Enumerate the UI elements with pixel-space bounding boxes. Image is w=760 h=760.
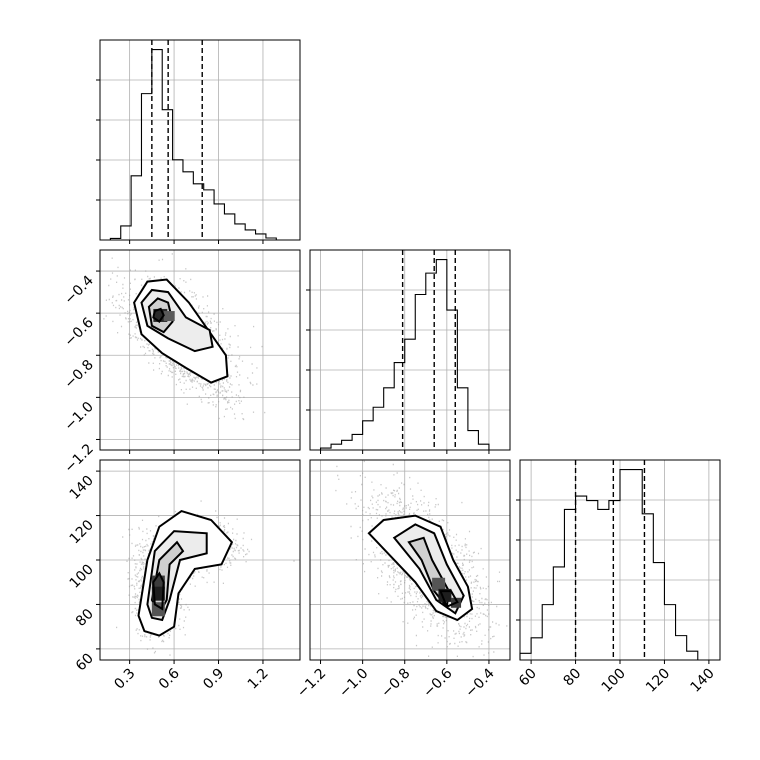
y-tick-label-p1: −1.2 [61, 441, 96, 476]
joint-panel-p0-p2 [99, 459, 301, 661]
x-tick-label-p2: 80 [560, 666, 584, 690]
x-tick-label-p2: 60 [516, 666, 540, 690]
histogram-panel-1 [306, 249, 511, 451]
contour-core [152, 571, 165, 611]
y-tick-label-p2: 140 [67, 473, 97, 503]
y-tick-label-p2: 80 [73, 606, 97, 630]
x-tick-label-p0: 1.2 [245, 666, 272, 693]
y-tick-label-p1: −1.0 [61, 399, 96, 434]
x-tick-label-p1: −0.4 [462, 665, 497, 700]
x-tick-label-p1: −1.0 [336, 666, 371, 701]
histogram-step-2 [519, 468, 720, 661]
histogram-step-1 [310, 258, 510, 451]
y-tick-label-p1: −0.6 [61, 315, 96, 350]
x-tick-label-p1: −0.6 [420, 665, 455, 700]
x-tick-label-p2: 120 [643, 666, 673, 696]
y-tick-label-p1: −0.4 [61, 273, 96, 308]
histogram-panel-0 [96, 39, 301, 241]
x-tick-label-p1: −1.2 [294, 666, 329, 701]
histogram-step-0 [100, 48, 298, 241]
joint-frame-p1-p2 [309, 459, 511, 661]
y-tick-label-p1: −0.8 [61, 357, 96, 392]
histogram-frame-1 [309, 249, 511, 451]
x-tick-label-p1: −0.8 [378, 666, 413, 701]
density-cell [163, 311, 175, 322]
y-tick-label-p2: 120 [67, 517, 97, 547]
histogram-panel-2 [516, 459, 721, 661]
y-tick-label-p2: 60 [73, 650, 97, 674]
contour-core [152, 307, 165, 323]
histogram-frame-0 [99, 39, 301, 241]
density-cell [432, 577, 446, 591]
x-tick-label-p2: 140 [687, 666, 717, 696]
x-tick-label-p0: 0.6 [156, 665, 183, 692]
y-tick-label-p2: 100 [67, 562, 97, 592]
joint-panel-p0-p1 [99, 249, 301, 451]
joint-frame-p0-p1 [99, 249, 301, 451]
x-tick-label-p2: 100 [599, 666, 629, 696]
x-tick-label-p0: 0.9 [200, 666, 227, 693]
contour-core [439, 590, 459, 609]
x-tick-label-p0: 0.3 [111, 666, 138, 693]
joint-panel-p1-p2 [309, 459, 511, 661]
